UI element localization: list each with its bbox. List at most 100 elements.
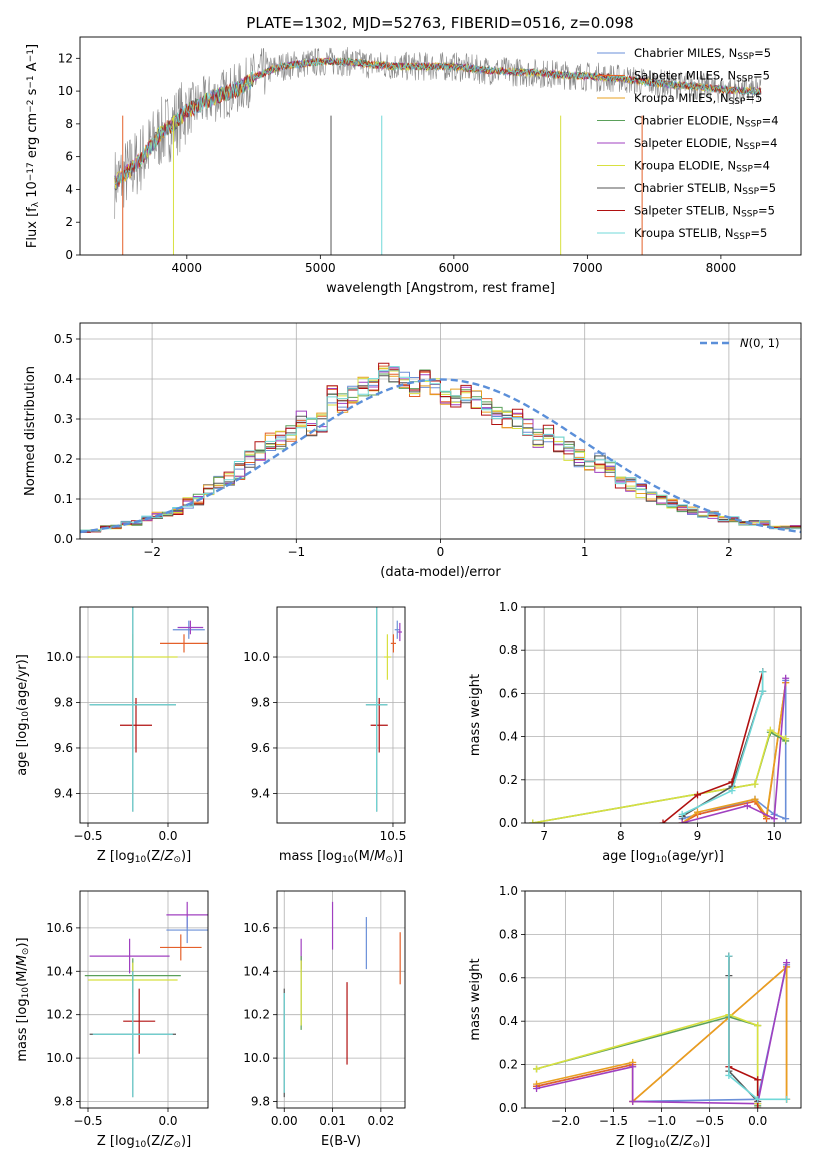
x-tick-label: 0.02 (367, 1114, 394, 1128)
mass-vs-ebv-panel: 0.00 0.01 0.02 9.8 10.0 10.2 10.4 10.6 E(B-V) (243, 890, 406, 1149)
label-part: M (15, 955, 30, 966)
y-tick-label: 8 (65, 117, 73, 131)
label-part: M (374, 849, 385, 864)
y-tick-label: 9.8 (251, 1094, 270, 1108)
y-tick-label: 10.0 (46, 650, 73, 664)
x-tick-label: 0.0 (158, 829, 177, 843)
y-tick-label: 10.4 (243, 964, 270, 978)
histogram-step (80, 362, 801, 533)
label-part: 10 (655, 855, 667, 865)
label-part: )] (181, 1134, 191, 1149)
label-part: (M/ (15, 966, 30, 987)
label-part: 10 (21, 987, 31, 999)
observed-spectrum-line (114, 47, 762, 219)
legend-entry-label: Salpeter MILES, NSSP=5 (634, 69, 770, 85)
axes-frame (79, 322, 802, 540)
spectrum-panel: 4000 5000 6000 7000 8000 0 2 4 6 8 10 12 wavelength … (25, 36, 802, 296)
label-part: SSP (729, 97, 746, 107)
legend-entry-label: Chabrier STELIB, NSSP=5 (634, 181, 776, 197)
y-tick-label: 9.8 (54, 695, 73, 709)
x-tick-label: 8 (617, 829, 625, 843)
x-axis-label: wavelength [Angstrom, rest frame] (326, 281, 555, 296)
y-tick-label: 0.4 (499, 1014, 518, 1028)
x-tick-label: 0.01 (319, 1114, 346, 1128)
x-tick-label: 0.0 (748, 1114, 767, 1128)
label-part: mass [ (279, 849, 322, 864)
legend-entry-label: Kroupa MILES, NSSP=5 (634, 91, 762, 107)
mass-weight-marker (759, 687, 767, 695)
label-part: (M/ (354, 849, 375, 864)
histogram-step (80, 366, 801, 532)
y-tick-label: 0.0 (499, 816, 518, 830)
y-tick-label: 2 (65, 215, 73, 229)
x-axis-label: E(B-V) (321, 1134, 361, 1149)
y-tick-label: 0.5 (54, 332, 73, 346)
axes: −2.0 −1.5 −1.0 −0.5 0.0 0.0 0.2 0.4 0.6 0.8 1.0 Z [… (468, 884, 802, 1150)
y-tick-label: 9.6 (251, 741, 270, 755)
plot-area (283, 901, 401, 1098)
axes: 4000 5000 6000 7000 8000 0 2 4 6 8 10 12 wavelength … (25, 36, 802, 296)
y-tick-label: 0.8 (499, 643, 518, 657)
x-tick-label: 0.00 (271, 1114, 298, 1128)
y-tick-label: 9.6 (54, 741, 73, 755)
label-part: log (115, 849, 135, 864)
label-part: mass weight (468, 958, 483, 1040)
label-part: Salpeter MILES, N (634, 69, 736, 83)
y-axis-label: mass weight (468, 958, 483, 1040)
legend-entry-label: Chabrier MILES, NSSP=5 (634, 46, 771, 62)
label-part: ⊙ (173, 1140, 181, 1150)
label-part: λ (31, 201, 41, 207)
label-part: −2 (26, 100, 36, 113)
y-tick-label: 0.0 (499, 1101, 518, 1115)
x-tick-label: 4000 (172, 261, 203, 275)
gridlines (277, 891, 405, 1108)
label-part: A (25, 62, 40, 75)
x-tick-label: −2.0 (551, 1114, 580, 1128)
mass-weight-marker (770, 815, 778, 823)
y-tick-label: 0.2 (54, 452, 73, 466)
label-part: SSP (741, 210, 758, 220)
label-part: (data-model)/error (380, 565, 501, 580)
mass-weight-line (728, 956, 787, 1101)
label-part: log (322, 849, 342, 864)
label-part: =5 (758, 204, 775, 218)
y-tick-label: 10.0 (46, 1051, 73, 1065)
x-tick-label: 7 (540, 829, 548, 843)
mass-weight-marker (783, 1095, 791, 1103)
plot-area (533, 952, 791, 1108)
label-part: Kroupa STELIB, N (634, 226, 734, 240)
mass-weight-marker (751, 795, 759, 803)
mass-weight-line (681, 671, 764, 816)
label-part: log (636, 849, 656, 864)
y-tick-label: 4 (65, 182, 73, 196)
x-tick-label: 9 (694, 829, 702, 843)
mass-weight-marker (678, 810, 686, 818)
mass-weight-line (536, 1016, 759, 1106)
age-vs-mass-panel: 10.5 9.4 9.6 9.8 10.0 mass [log10(M/M⊙)] (243, 606, 407, 865)
axes-frame (524, 606, 802, 824)
label-part: )] (393, 849, 403, 864)
gridlines (525, 606, 801, 824)
x-tick-label: −1 (287, 545, 305, 559)
y-tick-label: 9.8 (54, 1094, 73, 1108)
plot-area (88, 607, 208, 812)
label-part: ] (25, 44, 40, 49)
label-part: mass [ (15, 1018, 30, 1061)
legend-entry-label: Kroupa STELIB, NSSP=5 (634, 226, 767, 242)
axes-frame (79, 36, 802, 256)
mass-weight-marker (783, 959, 791, 967)
mass-weight-marker (533, 1084, 541, 1092)
mass-weight-marker (754, 1095, 762, 1103)
x-tick-label: 7000 (572, 261, 603, 275)
x-axis-label: age [log10(age/yr)] (602, 849, 724, 865)
x-tick-label: 10.5 (380, 829, 407, 843)
y-tick-label: 10.0 (243, 650, 270, 664)
label-part: =4 (761, 136, 778, 150)
label-part: Z (164, 1134, 175, 1149)
label-part: ⊙ (692, 1140, 700, 1150)
label-part: (Z/ (146, 849, 165, 864)
normal-curve (80, 378, 801, 534)
legend-entry-label: Kroupa ELODIE, NSSP=4 (634, 159, 770, 175)
label-part: Z (683, 1134, 694, 1149)
plot-area (365, 607, 402, 812)
